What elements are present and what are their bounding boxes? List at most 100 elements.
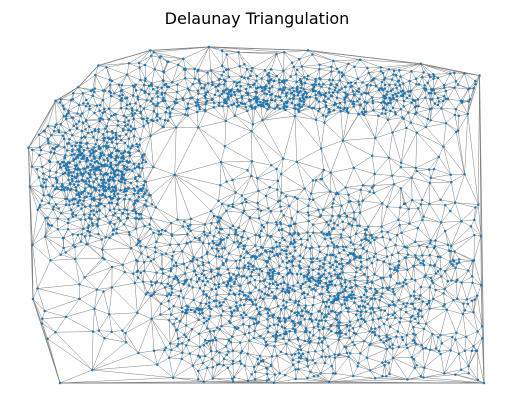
data-point (380, 225, 383, 228)
data-point (424, 96, 427, 100)
data-point (247, 339, 251, 343)
data-point (206, 327, 209, 330)
data-point (286, 245, 289, 248)
data-point (320, 355, 324, 358)
data-point (427, 73, 431, 76)
data-point (290, 309, 293, 313)
data-point (309, 257, 313, 261)
data-point (74, 185, 77, 189)
data-point (442, 84, 446, 87)
data-point (64, 315, 68, 319)
data-point (327, 223, 330, 227)
data-point (227, 350, 230, 353)
data-point (103, 136, 107, 140)
data-point (306, 376, 309, 380)
data-point (270, 290, 274, 294)
data-point (411, 302, 414, 306)
data-point (147, 84, 151, 88)
data-point (353, 301, 356, 304)
data-point (317, 272, 320, 275)
data-point (385, 255, 389, 258)
data-point (327, 291, 330, 294)
data-point (305, 357, 309, 361)
data-point (142, 183, 146, 187)
data-point (256, 357, 259, 361)
data-point (323, 237, 327, 241)
data-point (227, 252, 231, 255)
data-point (93, 157, 96, 160)
data-point (291, 96, 295, 100)
data-point (283, 86, 287, 89)
data-point (278, 320, 282, 323)
data-point (425, 245, 429, 249)
data-point (110, 190, 113, 194)
data-point (328, 190, 332, 193)
data-point (209, 209, 213, 213)
data-point (245, 276, 249, 279)
data-point (303, 306, 306, 310)
data-point (384, 360, 387, 363)
data-point (175, 317, 178, 321)
data-point (211, 83, 214, 87)
data-point (212, 329, 216, 333)
data-point (405, 343, 408, 346)
data-point (401, 116, 404, 119)
data-point (312, 287, 315, 291)
data-point (324, 355, 327, 358)
data-point (361, 304, 365, 308)
data-point (291, 255, 295, 258)
data-point (113, 194, 117, 198)
data-point (304, 326, 308, 330)
data-point (270, 92, 274, 96)
data-point (136, 199, 139, 203)
data-point (395, 335, 398, 338)
data-point (197, 264, 200, 268)
data-point (259, 306, 262, 309)
data-point (117, 83, 121, 87)
data-point (218, 301, 221, 305)
data-point (111, 176, 114, 179)
data-point (268, 106, 271, 109)
data-point (320, 292, 324, 296)
data-point (384, 246, 387, 250)
data-point (172, 277, 176, 280)
data-point (294, 377, 297, 381)
data-point (253, 378, 257, 381)
data-point (188, 284, 191, 287)
data-point (317, 245, 321, 249)
data-point (428, 348, 432, 351)
data-point (457, 261, 461, 264)
data-point (149, 259, 153, 263)
data-point (227, 97, 230, 101)
data-point (469, 225, 473, 228)
data-point (255, 74, 259, 78)
data-point (187, 227, 190, 230)
data-point (309, 370, 312, 373)
data-point (125, 116, 128, 119)
data-point (321, 285, 324, 289)
data-point (293, 289, 296, 293)
data-point (467, 371, 470, 375)
data-point (138, 143, 141, 147)
data-point (347, 222, 350, 225)
data-point (324, 305, 328, 308)
data-point (381, 361, 384, 364)
data-point (183, 220, 186, 223)
data-point (153, 246, 157, 249)
data-point (38, 153, 41, 157)
data-point (97, 130, 100, 134)
data-point (85, 243, 88, 246)
data-point (90, 185, 93, 189)
data-point (352, 252, 355, 255)
data-point (282, 337, 285, 341)
data-point (220, 239, 223, 242)
data-point (249, 316, 252, 320)
data-point (297, 351, 301, 355)
data-point (283, 326, 286, 330)
data-point (101, 248, 104, 251)
data-point (64, 154, 67, 157)
data-point (262, 98, 265, 102)
data-point (386, 118, 390, 122)
data-point (316, 284, 319, 288)
data-point (150, 84, 154, 87)
